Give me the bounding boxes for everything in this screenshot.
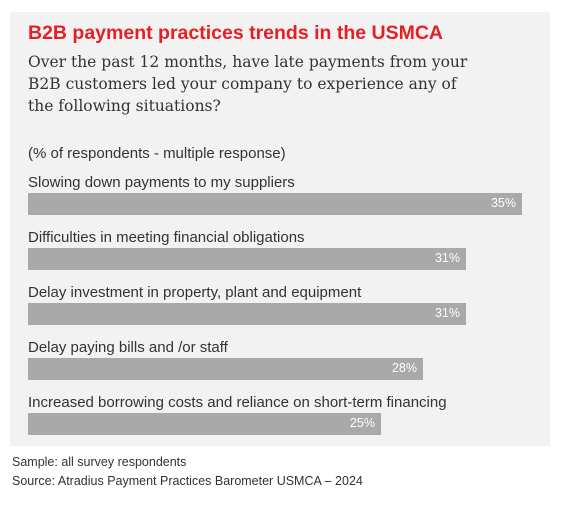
chart-title: B2B payment practices trends in the USMC… [28, 22, 444, 44]
chart-panel: B2B payment practices trends in the USMC… [10, 12, 550, 446]
chart-note: (% of respondents - multiple response) [28, 145, 286, 162]
category-label: Delay investment in property, plant and … [28, 284, 362, 301]
bar-value-label: 25% [349, 416, 375, 430]
source-note: Source: Atradius Payment Practices Barom… [12, 474, 363, 488]
bar-value-label: 35% [490, 196, 516, 210]
bar: 31% [28, 248, 466, 270]
category-label: Difficulties in meeting financial obliga… [28, 229, 305, 246]
bar: 25% [28, 413, 381, 435]
bar-value-label: 31% [434, 306, 460, 320]
sample-note: Sample: all survey respondents [12, 455, 187, 469]
chart-subtitle: Over the past 12 months, have late payme… [28, 53, 468, 115]
bar: 35% [28, 193, 522, 215]
bar: 28% [28, 358, 423, 380]
category-label: Slowing down payments to my suppliers [28, 174, 295, 191]
bar-value-label: 28% [391, 361, 417, 375]
bar: 31% [28, 303, 466, 325]
category-label: Increased borrowing costs and reliance o… [28, 394, 447, 411]
bar-value-label: 31% [434, 251, 460, 265]
category-label: Delay paying bills and /or staff [28, 339, 228, 356]
